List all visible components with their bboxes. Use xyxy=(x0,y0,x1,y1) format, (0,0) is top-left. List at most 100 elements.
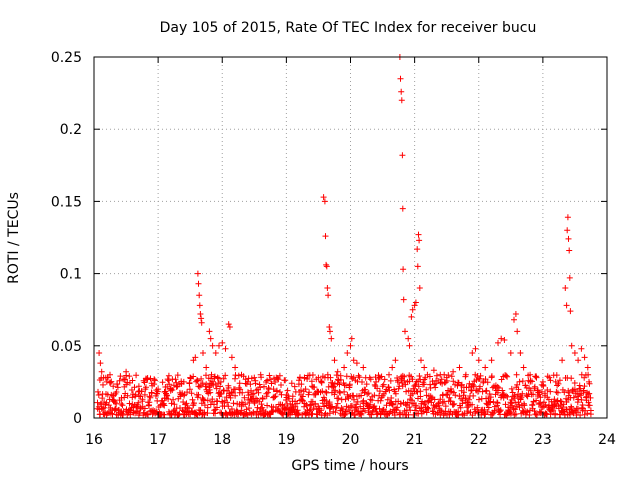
data-point xyxy=(244,378,251,385)
data-point xyxy=(477,383,483,390)
data-point xyxy=(277,389,283,395)
data-point xyxy=(482,364,489,371)
data-point xyxy=(335,395,342,402)
data-point xyxy=(484,379,491,386)
data-point xyxy=(315,374,322,381)
data-point xyxy=(410,385,417,392)
data-point xyxy=(334,400,341,407)
data-point xyxy=(194,377,201,384)
data-point xyxy=(587,394,594,401)
data-point xyxy=(94,399,101,406)
data-point xyxy=(587,411,594,418)
data-point xyxy=(319,400,326,407)
data-point xyxy=(272,379,279,385)
data-point xyxy=(511,316,517,323)
data-point xyxy=(507,409,513,416)
data-point xyxy=(197,311,204,317)
data-point xyxy=(416,373,423,379)
data-point xyxy=(306,407,313,414)
data-point xyxy=(188,390,195,397)
data-point xyxy=(129,394,136,401)
data-point xyxy=(491,407,498,414)
data-point xyxy=(533,374,540,381)
data-point xyxy=(476,396,482,403)
data-point xyxy=(367,401,374,408)
data-point xyxy=(494,399,501,406)
data-point xyxy=(360,364,367,371)
data-point xyxy=(207,335,214,342)
data-point xyxy=(148,389,155,396)
data-point xyxy=(424,371,431,378)
data-point xyxy=(132,391,139,398)
data-points xyxy=(94,54,594,419)
data-point xyxy=(173,383,180,390)
data-point xyxy=(223,394,230,401)
data-point xyxy=(174,372,181,379)
data-point xyxy=(466,396,472,403)
data-point xyxy=(409,306,416,313)
data-point xyxy=(289,393,296,400)
data-point xyxy=(228,354,235,361)
data-point xyxy=(564,214,571,221)
data-point xyxy=(355,372,362,379)
data-point xyxy=(323,389,330,396)
data-point xyxy=(296,389,303,395)
data-point xyxy=(212,350,219,356)
data-point xyxy=(530,391,537,398)
data-point xyxy=(126,400,133,407)
data-point xyxy=(119,402,126,409)
data-point xyxy=(331,357,338,364)
data-point xyxy=(175,411,182,418)
data-point xyxy=(469,381,476,388)
data-point xyxy=(508,385,515,392)
data-point xyxy=(365,390,372,397)
data-point xyxy=(135,399,142,406)
data-point xyxy=(371,392,378,399)
data-point xyxy=(520,364,527,371)
data-point xyxy=(412,299,419,306)
data-point xyxy=(437,396,444,403)
data-point xyxy=(255,389,262,396)
data-point xyxy=(203,372,209,379)
x-tick-label: 19 xyxy=(277,432,295,448)
data-point xyxy=(446,394,453,401)
data-point xyxy=(532,411,539,418)
data-point xyxy=(98,368,105,375)
data-point xyxy=(406,404,413,411)
data-point xyxy=(142,386,149,393)
data-point xyxy=(408,313,415,320)
data-point xyxy=(542,390,549,397)
data-point xyxy=(524,408,531,415)
data-point xyxy=(307,406,314,413)
data-point xyxy=(362,407,368,414)
data-point xyxy=(147,375,154,382)
data-point xyxy=(373,378,380,385)
data-point xyxy=(170,396,177,403)
data-point xyxy=(286,395,292,402)
x-tick-label: 22 xyxy=(470,432,488,448)
data-point xyxy=(99,405,106,412)
data-point xyxy=(553,372,560,379)
data-point xyxy=(421,364,428,371)
data-point xyxy=(497,407,504,414)
data-point xyxy=(100,374,107,381)
data-point xyxy=(217,379,224,385)
data-point xyxy=(469,401,476,408)
data-point xyxy=(394,404,401,411)
grid-lines xyxy=(94,57,607,418)
data-point xyxy=(377,397,384,404)
data-point xyxy=(326,324,333,330)
data-point xyxy=(398,88,405,95)
data-point xyxy=(567,411,573,418)
data-point xyxy=(226,324,233,330)
data-point xyxy=(257,371,264,378)
data-point xyxy=(352,412,359,419)
data-point xyxy=(585,371,592,378)
data-point xyxy=(494,400,501,407)
data-point xyxy=(401,373,408,380)
data-point xyxy=(577,385,584,392)
data-point xyxy=(537,400,544,407)
data-point xyxy=(362,386,369,393)
data-point xyxy=(366,374,373,381)
data-point xyxy=(195,391,202,398)
